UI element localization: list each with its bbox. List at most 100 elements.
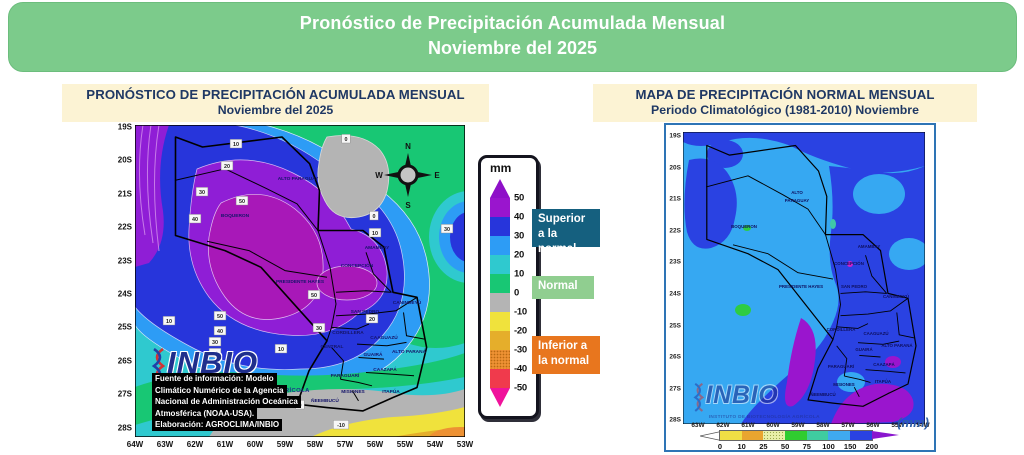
- data-source-note: Fuente de información: Modelo Climático N…: [152, 373, 362, 431]
- legend-band: [490, 369, 510, 388]
- department-line: [865, 369, 906, 374]
- legend-band: [490, 274, 510, 293]
- contour-label: 10: [166, 319, 172, 325]
- department-line: [825, 234, 841, 340]
- colorbar-band: [720, 431, 742, 440]
- legend-tick: 50: [514, 192, 524, 204]
- inbio-logo-subtitle: INSTITUTO DE BIOTECNOLOGÍA AGRÍCOLA: [708, 415, 820, 420]
- y-axis-tick: 25S: [669, 322, 681, 330]
- legend-unit-label: mm: [490, 161, 512, 175]
- x-axis-tick: 58W: [816, 422, 830, 429]
- contour-label-box: [274, 344, 288, 354]
- region-label: CENTRAL: [321, 344, 344, 350]
- y-axis-tick: 23S: [117, 256, 132, 266]
- y-axis-tick: 21S: [117, 189, 132, 199]
- colorbar-band: [828, 431, 851, 440]
- region-label: BOQUERON: [731, 224, 757, 229]
- x-axis-tick: 61W: [741, 422, 755, 429]
- department-line: [365, 372, 415, 377]
- department-line: [356, 341, 407, 347]
- department-line: [836, 345, 848, 377]
- compass-rose-icon: N E S W: [375, 142, 440, 210]
- right-map-x-axis: 63W 62W 61W 60W 59W 58W 57W 56W 55W 54W: [666, 422, 934, 432]
- contour-label-box: [365, 314, 379, 324]
- region-label: CORDILLERA: [332, 330, 364, 336]
- region-label: MISIONES: [833, 382, 855, 387]
- y-axis-tick: 20S: [669, 164, 681, 172]
- colorbar-tick: 100: [822, 442, 835, 451]
- legend-band: [490, 198, 510, 217]
- y-axis-tick: 20S: [117, 155, 132, 165]
- department-line: [365, 252, 392, 293]
- dna-helix-icon: [692, 382, 706, 416]
- colorbar-tick: 25: [759, 442, 768, 451]
- colorbar-arrow-right-icon: [872, 431, 899, 439]
- contour-label: 0: [345, 137, 348, 143]
- legend-band: [490, 312, 510, 331]
- right-panel-title-line1: MAPA DE PRECIPITACIÓN NORMAL MENSUAL: [635, 87, 935, 102]
- colorbar-band: [806, 431, 829, 440]
- contour-label: 50: [217, 314, 223, 320]
- region-label: SAN PEDRO: [841, 284, 868, 289]
- x-axis-tick: 63W: [691, 422, 705, 429]
- region-label: AMAMBAY: [365, 245, 390, 251]
- contour-label: 20: [212, 351, 218, 357]
- inbio-logo-watermark: INBIO INSTITUTO DE BIOTECNOLOGÍA AGRÍCOL…: [692, 380, 820, 420]
- y-axis-tick: 26S: [669, 353, 681, 361]
- y-axis-tick: 28S: [669, 416, 681, 424]
- contour-label-box: [368, 228, 382, 238]
- legend-band: [490, 331, 510, 350]
- source-note-line: Nacional de Administración Oceánica: [152, 396, 301, 408]
- colorbar-tick: 10: [737, 442, 746, 451]
- region-label: ÑEEMBUCÚ: [311, 397, 339, 404]
- country-boundary: [706, 144, 917, 407]
- y-axis-tick: 23S: [669, 258, 681, 266]
- region-label: CONCEPCIÓN: [341, 261, 374, 269]
- legend-band: [490, 236, 510, 255]
- legend-tick: -20: [514, 325, 527, 337]
- inbio-logo-text: INBIO: [705, 380, 779, 409]
- department-line: [844, 375, 871, 383]
- right-panel-title-line2: Periodo Climatológico (1981-2010) Noviem…: [651, 103, 919, 117]
- y-axis-tick: 19S: [117, 122, 132, 132]
- x-axis-tick: 60W: [766, 422, 780, 429]
- y-axis-tick: 27S: [117, 389, 132, 399]
- x-axis-tick: 58W: [306, 440, 324, 449]
- contour-label-box: [440, 224, 454, 234]
- region-label: CANINDEYÚ: [883, 294, 909, 299]
- x-axis-tick: 54W: [426, 440, 444, 449]
- region-label: CORDILLERA: [827, 327, 857, 332]
- x-axis-tick: 56W: [366, 440, 384, 449]
- contour-label: 40: [217, 329, 223, 335]
- contour-label-box: [312, 323, 326, 333]
- left-map-x-axis: 64W 63W 62W 61W 60W 59W 58W 57W 56W 55W 54W 53W: [110, 440, 473, 452]
- y-axis-tick: 22S: [117, 222, 132, 232]
- region-label: MISIONES: [341, 389, 365, 395]
- region-name-labels: ALTO PARAGUAY BOQUERON PRESIDENTE HAYES AMA…: [221, 176, 427, 404]
- department-line: [732, 244, 834, 280]
- contour-label: 10: [372, 231, 378, 237]
- region-label: PRESIDENTE HAYES: [276, 279, 325, 285]
- region-label: GUAIRÁ: [364, 351, 383, 358]
- left-panel-title-line1: PRONÓSTICO DE PRECIPITACIÓN ACUMULADA ME…: [86, 87, 465, 102]
- source-note-line: Atmosférica (NOAA-USA).: [152, 407, 258, 419]
- contour-label: 10: [278, 347, 284, 353]
- department-line: [857, 340, 900, 345]
- y-axis-tick: 26S: [117, 356, 132, 366]
- region-label: ITAPÚA: [875, 379, 892, 384]
- compass-n: N: [405, 142, 411, 151]
- legend-tick: -40: [514, 363, 527, 375]
- contour-label: 50: [311, 293, 317, 299]
- legend-arrow-up-icon: [490, 179, 510, 198]
- department-line: [896, 312, 915, 339]
- contour-label: 0: [373, 214, 376, 220]
- contour-label: 20: [369, 317, 375, 323]
- x-axis-tick: 56W: [866, 422, 880, 429]
- precipitation-colorbar: 0 10 25 50 75 100 150 200: [700, 430, 920, 451]
- legend-color-bands: [490, 198, 510, 388]
- y-axis-tick: 24S: [669, 290, 681, 298]
- y-axis-tick: 25S: [117, 322, 132, 332]
- colorbar-band: [850, 431, 872, 440]
- region-label: PARAGUARÍ: [828, 364, 855, 369]
- contour-label: 30: [444, 227, 450, 233]
